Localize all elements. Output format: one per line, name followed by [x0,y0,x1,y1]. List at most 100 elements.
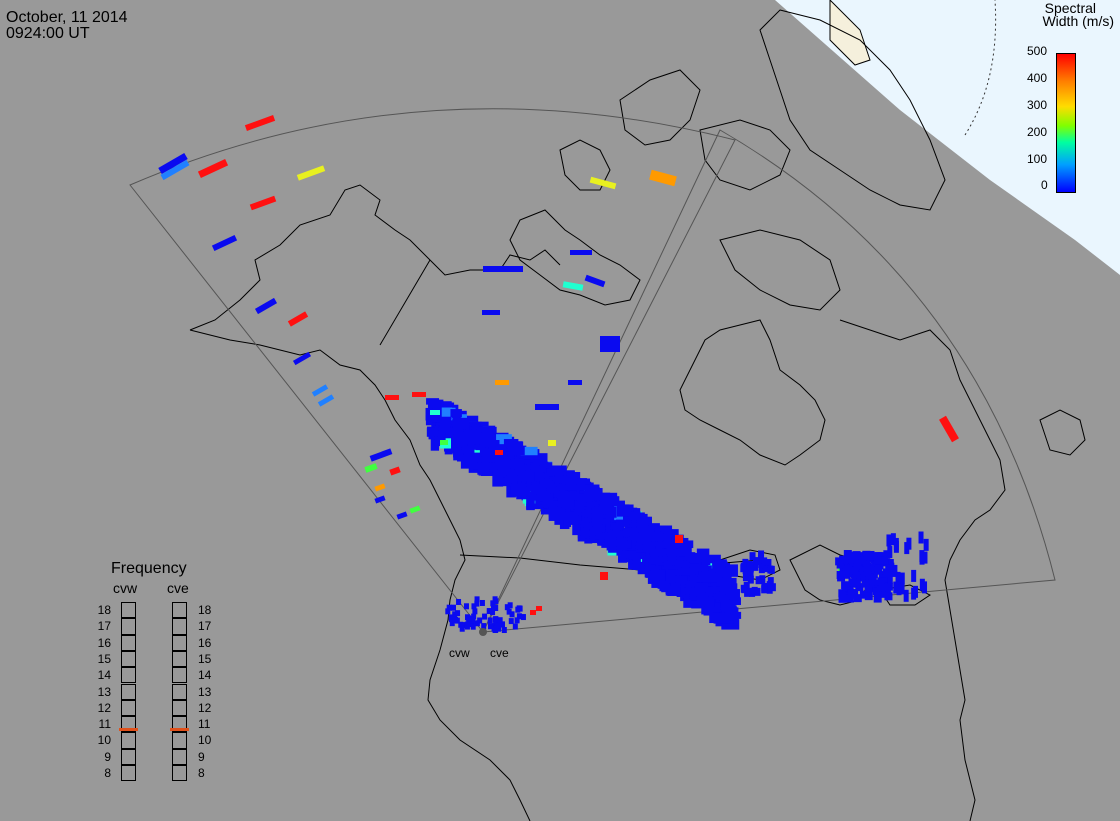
echo-cell [584,274,606,288]
frequency-cell [172,683,187,700]
echo-cell [455,610,461,617]
echo-cell [650,548,668,557]
echo-cell [879,583,888,592]
echo-cell [719,594,730,601]
frequency-cell [121,634,136,651]
echo-cell [536,490,551,502]
echo-cell [676,540,694,549]
echo-cell [481,623,487,630]
echo-cell [835,557,844,566]
echo-cell [767,577,774,586]
echo-cell [520,614,526,621]
echo-cell [287,311,309,327]
echo-cell [450,409,462,418]
frequency-cell [121,732,136,749]
echo-cell [761,585,768,594]
radar-site-marker [479,628,487,636]
echo-cell [557,490,569,501]
echo-cell [874,564,883,573]
frequency-cell [172,699,187,717]
echo-cell [569,485,580,498]
frequency-level-label: 18 [198,603,212,617]
echo-cell [721,605,736,614]
echo-cell [667,548,685,557]
frequency-cell [121,748,136,765]
echo-cell [477,617,483,624]
frequency-level-label: 12 [198,700,212,715]
echo-cell [608,530,624,538]
echo-cell [591,506,604,520]
echo-cell [663,540,680,549]
echo-cell [696,548,710,560]
echo-cell [482,310,500,315]
echo-cell [600,336,620,352]
echo-cell [836,570,845,579]
echo-cell [296,165,326,181]
echo-cell [526,496,535,511]
echo-cell [472,608,478,615]
echo-cell [530,610,536,615]
echo-cell [848,578,857,587]
color-scale-tick-500: 500 [1027,44,1048,58]
frequency-cell [172,716,187,733]
echo-cell [749,588,756,597]
echo-cell [364,463,378,473]
color-scale-title-1: Spectral [1044,0,1096,16]
echo-cell [438,425,451,434]
echo-cell [412,392,426,397]
echo-cell [919,550,925,563]
echo-cell [396,511,408,520]
echo-cell [522,483,535,490]
echo-cell [886,534,892,547]
echo-cell [912,585,918,598]
frequency-level-label: 11 [98,717,111,732]
echo-cell [211,234,238,252]
echo-cell [507,602,513,609]
echo-cell [632,557,641,570]
echo-cell [755,576,762,585]
echo-cell [629,552,646,560]
echo-cell [858,573,867,582]
echo-cell [453,449,469,461]
echo-cell [875,556,884,565]
echo-cell [759,575,766,584]
echo-cell [841,570,850,579]
echo-cell [488,462,498,470]
echo-cell [758,565,765,574]
echo-cell [526,474,537,483]
frequency-level-label: 9 [198,749,205,764]
echo-cell [385,395,399,400]
frequency-level-label: 13 [198,684,212,699]
frequency-cell [121,618,136,635]
echo-cell [454,427,464,434]
frequency-col-cvw: cvw [113,580,138,596]
echo-cell [470,623,476,630]
echo-cell [509,611,515,618]
echo-cell [527,464,540,476]
echo-cell [765,559,772,568]
frequency-level-label: 16 [97,635,111,650]
echo-cell [501,627,507,634]
echo-cell [890,533,896,546]
radar-label-cve: cve [490,646,509,660]
echo-cell [478,456,492,466]
echo-cell [471,603,477,610]
echo-cell [529,491,544,501]
echo-cell [486,608,492,615]
echo-cell [562,281,584,291]
echo-cell [504,604,510,611]
echo-cell [752,557,759,566]
frequency-cell [172,650,187,668]
echo-cell [892,564,898,577]
frequency-level-label: 17 [198,619,212,634]
echo-cell [769,583,776,592]
echo-cell [493,625,499,632]
echo-cell [758,550,765,559]
echo-cell [445,608,451,615]
echo-cell [507,470,522,479]
echo-cell [474,600,480,607]
echo-cell [859,590,868,599]
echo-cell [844,565,853,574]
echo-cell [600,572,608,580]
